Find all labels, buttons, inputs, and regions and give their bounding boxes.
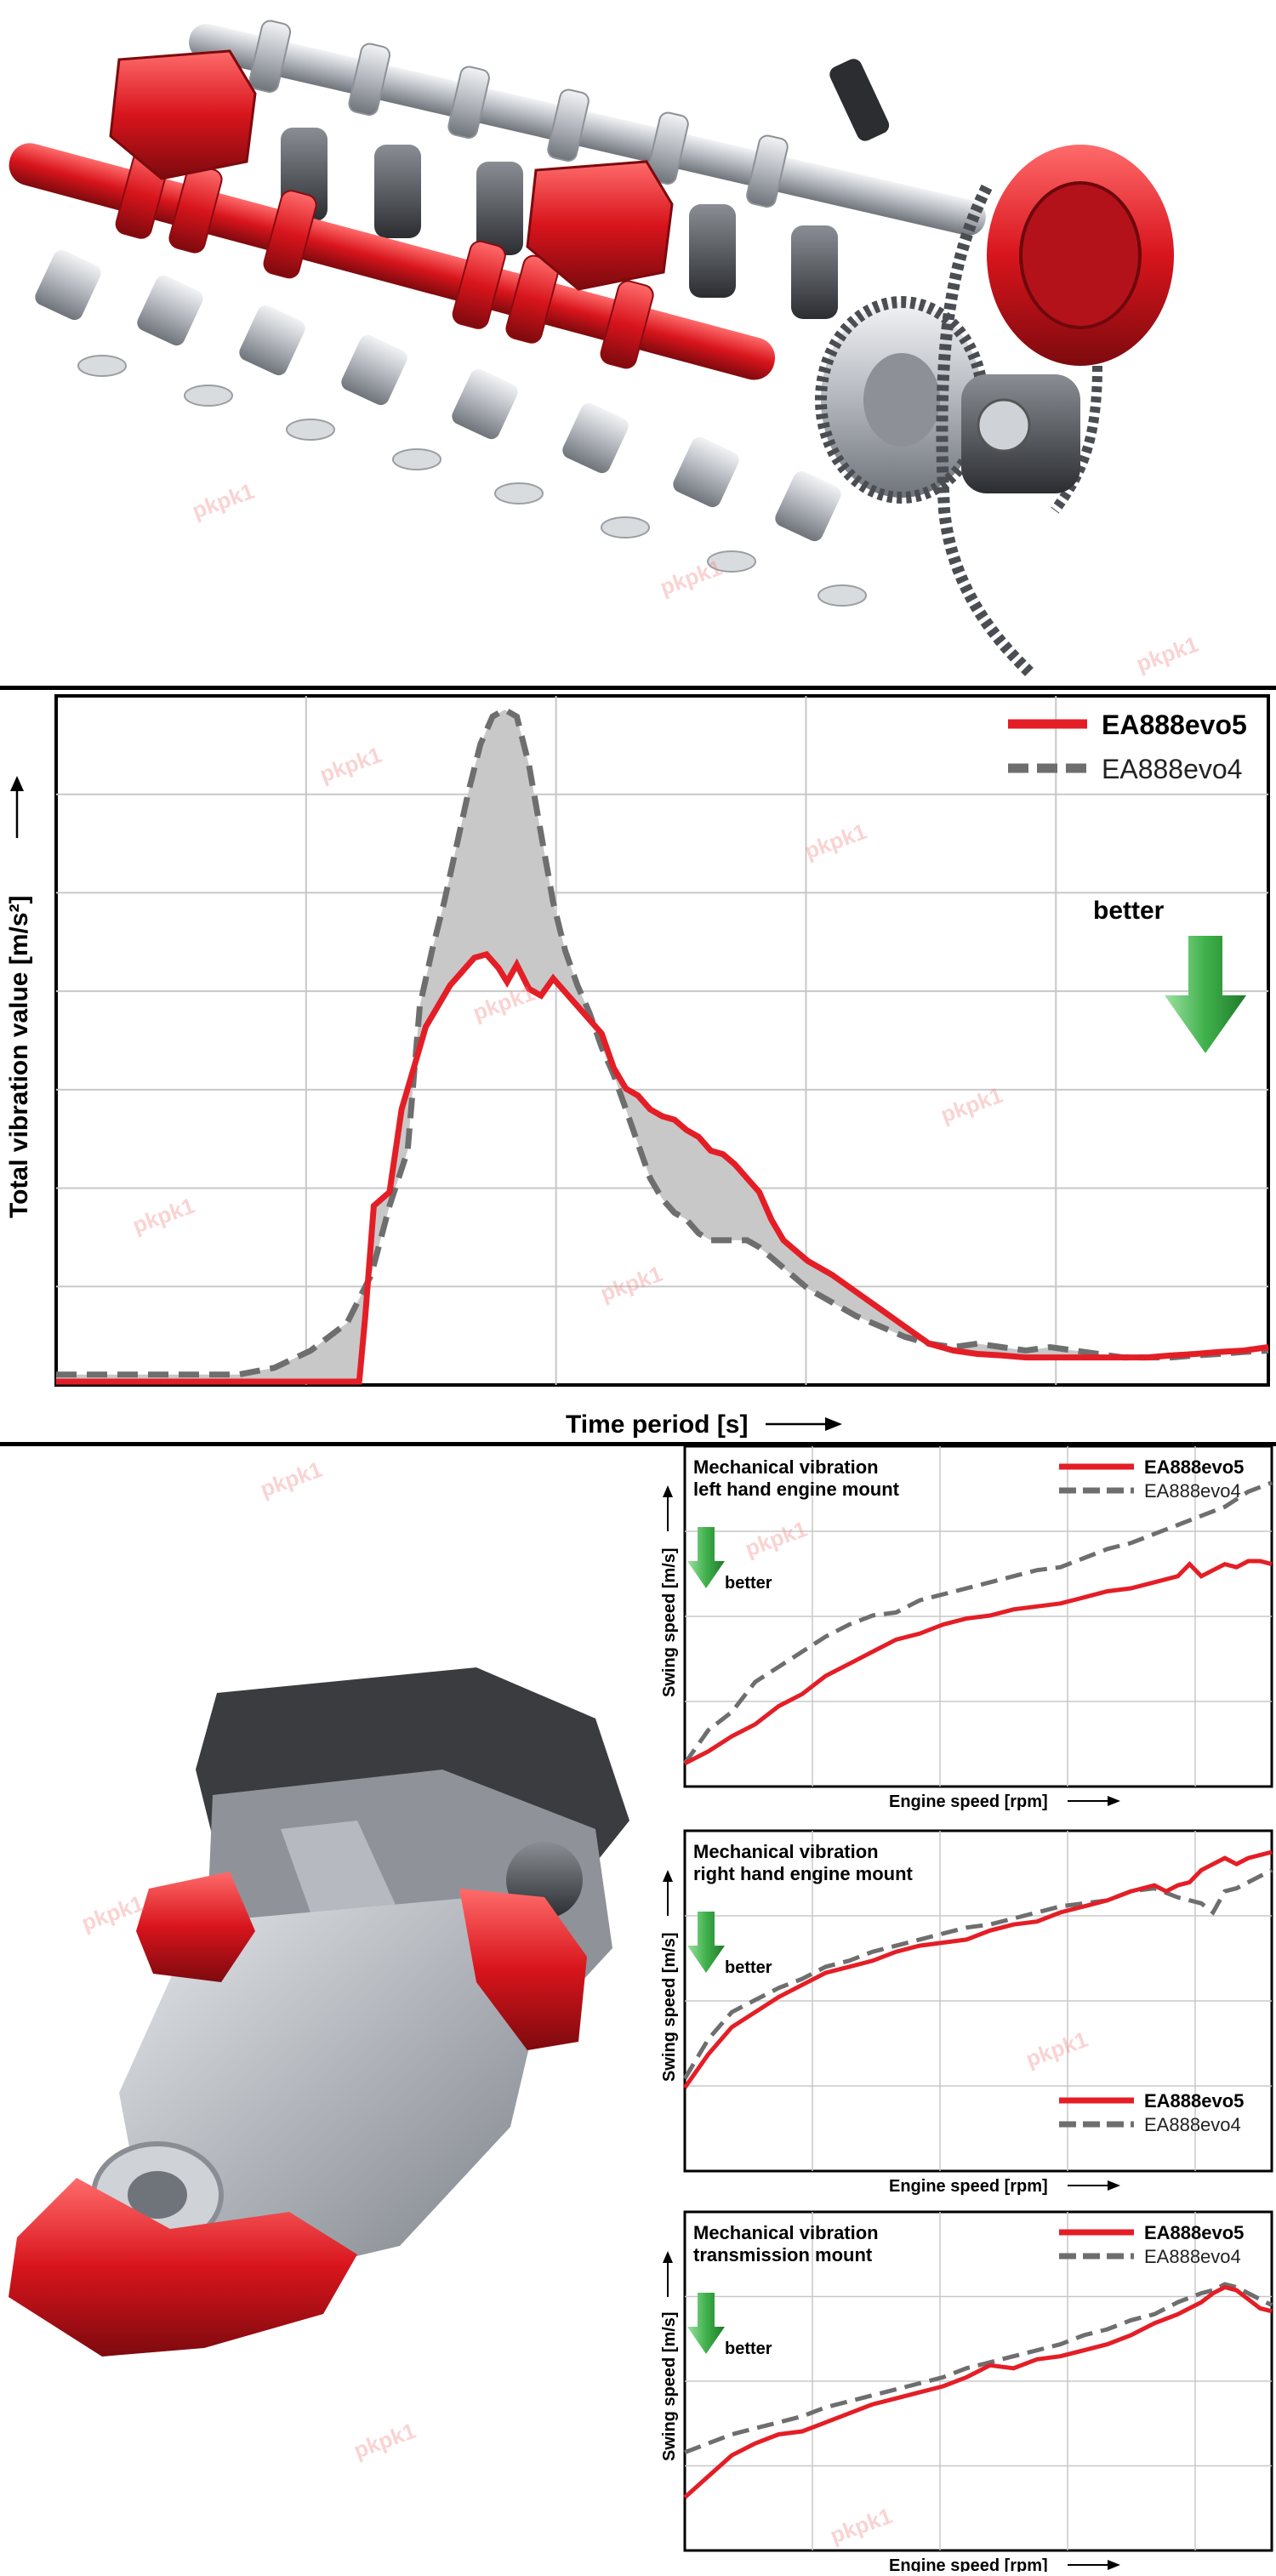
series-line-ea888evo4: [682, 1868, 1273, 2080]
timing-drive: [815, 59, 1174, 676]
legend-label-ea888evo5: EA888evo5: [1144, 1456, 1244, 1478]
series-line-ea888evo4: [56, 706, 1269, 1378]
better-label: better: [725, 1958, 772, 1977]
y-axis-arrow-icon: [663, 1485, 673, 1497]
x-axis-arrow-icon: [1108, 2560, 1120, 2570]
watermark-text: pkpk1: [350, 2418, 419, 2464]
legend-label-ea888evo4: EA888evo4: [1102, 754, 1242, 784]
legend-label-ea888evo4: EA888evo4: [1144, 2246, 1241, 2267]
x-axis-arrow-icon: [1108, 2180, 1120, 2191]
better-down-arrow-icon: [687, 1912, 725, 1973]
legend-label-ea888evo5: EA888evo5: [1102, 710, 1247, 740]
main-chart-legend: EA888evo5 EA888evo4: [1008, 710, 1247, 784]
better-down-arrow-icon: [687, 2293, 725, 2354]
legend-label-ea888evo5: EA888evo5: [1144, 2222, 1244, 2243]
small-chart-title-line2: right hand engine mount: [693, 1863, 914, 1884]
series-line-ea888evo4: [682, 1480, 1273, 1765]
watermark-text: pkpk1: [1133, 631, 1202, 677]
right-engine-mount-red: [459, 1889, 587, 2050]
better-label: better: [1093, 897, 1165, 925]
series-line-ea888evo5: [682, 1849, 1273, 2089]
better-label: better: [725, 1574, 772, 1593]
better-down-arrow-icon: [687, 1527, 725, 1588]
watermark-text: pkpk1: [78, 1890, 147, 1936]
y-axis-arrow-icon: [10, 776, 24, 791]
cam-actuator-right: [526, 160, 674, 291]
main-plot-area: [54, 694, 1270, 1387]
x-axis-arrow-icon: [825, 1417, 842, 1431]
legend-label-ea888evo4: EA888evo4: [1144, 1480, 1241, 1502]
cam-actuator-left: [109, 49, 257, 180]
main-x-axis-title: Time period [s]: [566, 1411, 748, 1439]
better-indicator: better: [1093, 897, 1246, 1053]
watermark-text: pkpk1: [657, 555, 726, 601]
main-vibration-chart: EA888evo5 EA888evo4 better Total vibrati…: [5, 694, 1270, 1439]
series-line-ea888evo5: [683, 1559, 1273, 1766]
better-label: better: [725, 2339, 772, 2358]
small-y-axis-title: Swing speed [m/s]: [660, 2311, 679, 2461]
x-axis-arrow-icon: [1108, 1796, 1120, 1806]
small-chart-title-line1: Mechanical vibration: [693, 1841, 879, 1862]
legend-label-ea888evo4: EA888evo4: [1144, 2114, 1241, 2135]
series-line-ea888evo5: [56, 950, 1269, 1385]
section-divider-top: [0, 686, 1276, 690]
small-y-axis-title: Swing speed [m/s]: [660, 1547, 679, 1697]
small-x-axis-title: Engine speed [rpm]: [889, 2177, 1048, 2196]
left-engine-mount-red: [136, 1872, 255, 1982]
small-chart-title-line2: transmission mount: [693, 2244, 873, 2265]
engine-gearbox-illustration: [9, 1667, 629, 2357]
watermark-text: pkpk1: [189, 478, 258, 524]
intake-camshaft-red: [9, 143, 776, 380]
transmission-mount-red: [9, 2178, 357, 2357]
watermark-text: pkpk1: [257, 1456, 326, 1502]
legend-label-ea888evo5: EA888evo5: [1144, 2090, 1244, 2112]
small-chart-title-line1: Mechanical vibration: [693, 2222, 879, 2243]
small-chart-title-line2: left hand engine mount: [693, 1479, 900, 1500]
y-axis-arrow-icon: [663, 1870, 673, 1882]
better-down-arrow-icon: [1165, 936, 1246, 1053]
main-x-axis-label: Time period [s]: [566, 1411, 842, 1439]
transmission-case: [119, 1897, 544, 2280]
series-line-ea888evo5: [683, 2284, 1273, 2499]
camshaft-illustration: [9, 20, 1174, 676]
series-line-ea888evo4: [684, 2282, 1273, 2455]
section-divider-bottom: [0, 1442, 1276, 1446]
small-x-axis-title: Engine speed [rpm]: [889, 1792, 1048, 1811]
main-y-axis-label: Total vibration value [m/s²]: [5, 776, 33, 1218]
transmission-output: [128, 2171, 187, 2219]
y-axis-arrow-icon: [663, 2251, 673, 2263]
small-chart-title-line1: Mechanical vibration: [693, 1456, 879, 1478]
exhaust-camshaft: [189, 20, 986, 236]
small-x-axis-title: Engine speed [rpm]: [889, 2556, 1048, 2572]
main-y-axis-title: Total vibration value [m/s²]: [5, 896, 33, 1219]
small-y-axis-title: Swing speed [m/s]: [660, 1932, 679, 2082]
